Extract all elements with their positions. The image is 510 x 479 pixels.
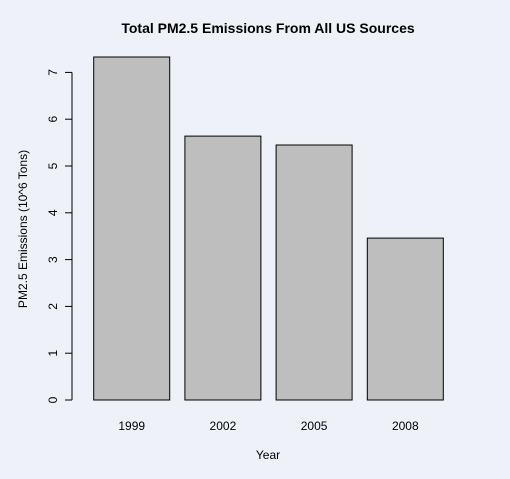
x-tick-label-2008: 2008 xyxy=(392,419,419,433)
x-tick-label-2005: 2005 xyxy=(301,419,328,433)
bar-2005 xyxy=(275,144,353,401)
y-tick-label-7: 7 xyxy=(46,69,60,76)
y-axis-label: PM2.5 Emissions (10^6 Tons) xyxy=(16,150,30,308)
x-tick-label-2002: 2002 xyxy=(210,419,237,433)
bar-1999 xyxy=(93,56,171,401)
y-tick-label-6: 6 xyxy=(46,116,60,123)
x-tick-labels: 1999 2002 2005 2008 xyxy=(118,419,419,433)
bar-2002 xyxy=(184,135,262,401)
y-tick-label-2: 2 xyxy=(46,303,60,310)
y-tick-label-0: 0 xyxy=(46,396,60,403)
y-tick-label-4: 4 xyxy=(46,209,60,216)
bar-2008 xyxy=(366,237,444,401)
y-tick-label-5: 5 xyxy=(46,162,60,169)
x-tick-label-1999: 1999 xyxy=(118,419,145,433)
y-tick-label-3: 3 xyxy=(46,256,60,263)
x-axis-label: Year xyxy=(256,448,280,462)
chart-title: Total PM2.5 Emissions From All US Source… xyxy=(121,20,415,36)
y-axis: 0 1 2 3 4 5 6 7 xyxy=(46,69,73,403)
bars-group xyxy=(93,56,444,401)
y-tick-label-1: 1 xyxy=(46,350,60,357)
